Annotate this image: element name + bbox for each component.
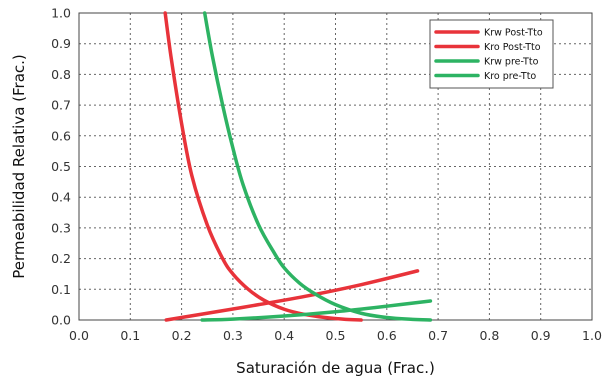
y-axis-title: Permeabilidad Relativa (Frac.)	[10, 54, 28, 279]
x-tick-label: 1.0	[582, 328, 602, 343]
y-tick-label: 0.8	[51, 67, 71, 82]
y-tick-label: 0.2	[51, 251, 71, 266]
y-tick-label: 0.7	[51, 98, 71, 113]
y-tick-label: 0.6	[51, 128, 71, 143]
x-tick-label: 0.8	[479, 328, 499, 343]
series-line-kro-pre-tto	[202, 11, 433, 322]
x-tick-label: 0.7	[428, 328, 448, 343]
x-tick-label: 0.5	[326, 328, 346, 343]
y-tick-label: 0.5	[51, 159, 71, 174]
legend: Krw Post-Tto Kro Post-Tto Krw pre-Tto Kro p…	[429, 19, 554, 89]
legend-label: Krw pre-Tto	[484, 57, 539, 68]
series-layer	[163, 11, 433, 322]
x-tick-label: 0.6	[377, 328, 397, 343]
y-tick-label: 0.1	[51, 282, 71, 297]
x-tick-label: 0.3	[223, 328, 243, 343]
y-tick-label: 1.0	[51, 6, 71, 21]
series-line-krw-post-tto	[164, 269, 420, 322]
y-tick-label: 0.3	[51, 220, 71, 235]
y-axis-ticks: 0.0 0.1 0.2 0.3 0.4 0.5 0.6 0.7 0.8 0.9 1.0	[51, 6, 71, 328]
x-tick-label: 0.2	[172, 328, 192, 343]
x-tick-label: 0.1	[120, 328, 140, 343]
legend-label: Kro pre-Tto	[484, 71, 536, 82]
y-tick-label: 0.4	[51, 190, 71, 205]
y-tick-label: 0.9	[51, 36, 71, 51]
y-tick-label: 0.0	[51, 313, 71, 328]
x-axis-ticks: 0.0 0.1 0.2 0.3 0.4 0.5 0.6 0.7 0.8 0.9 1.0	[69, 328, 602, 343]
x-tick-label: 0.0	[69, 328, 89, 343]
legend-label: Krw Post-Tto	[484, 28, 543, 39]
legend-label: Kro Post-Tto	[484, 42, 541, 53]
x-tick-label: 0.9	[531, 328, 551, 343]
series-line-kro-post-tto	[163, 11, 363, 322]
x-tick-label: 0.4	[274, 328, 294, 343]
x-axis-title: Saturación de agua (Frac.)	[236, 359, 435, 377]
series-line-krw-pre-tto	[200, 299, 433, 322]
